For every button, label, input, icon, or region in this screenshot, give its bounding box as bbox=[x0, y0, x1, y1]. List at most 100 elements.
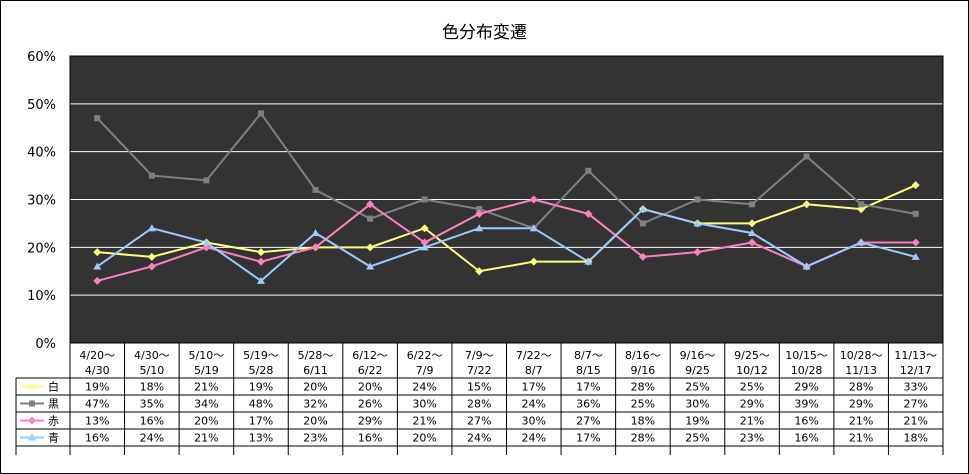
data-label: 30% bbox=[412, 398, 436, 411]
data-point bbox=[912, 210, 919, 217]
data-label: 17% bbox=[576, 432, 600, 445]
data-point bbox=[420, 238, 429, 247]
data-label: 25% bbox=[740, 381, 764, 394]
data-label: 19% bbox=[249, 381, 273, 394]
data-point bbox=[476, 206, 483, 213]
x-tick-label: 5/10～ bbox=[189, 349, 225, 362]
data-label: 21% bbox=[740, 415, 764, 428]
x-tick-label: 9/16～ bbox=[680, 349, 716, 362]
data-point bbox=[312, 186, 319, 193]
data-label: 21% bbox=[412, 415, 436, 428]
data-point bbox=[148, 172, 155, 179]
data-point bbox=[748, 228, 757, 236]
data-label: 18% bbox=[631, 415, 655, 428]
x-tick-label: 6/22～ bbox=[407, 349, 443, 362]
legend-label: 白 bbox=[48, 380, 59, 394]
data-point bbox=[639, 220, 646, 227]
data-label: 13% bbox=[85, 415, 109, 428]
data-label: 26% bbox=[358, 398, 382, 411]
data-point bbox=[749, 201, 756, 208]
data-point bbox=[529, 195, 538, 204]
data-label: 24% bbox=[412, 381, 436, 394]
data-label: 28% bbox=[467, 398, 491, 411]
data-label: 25% bbox=[631, 398, 655, 411]
data-label: 47% bbox=[85, 398, 109, 411]
x-tick-label: 10/15～ bbox=[785, 349, 828, 362]
y-tick-label: 50% bbox=[27, 98, 56, 113]
data-label: 24% bbox=[522, 432, 546, 445]
data-point bbox=[202, 238, 211, 246]
x-tick-label: 10/28～ bbox=[840, 349, 883, 362]
data-label: 34% bbox=[194, 398, 218, 411]
data-point bbox=[638, 252, 647, 261]
data-point bbox=[529, 224, 538, 232]
data-label: 30% bbox=[685, 398, 709, 411]
data-label: 23% bbox=[303, 432, 327, 445]
data-label: 35% bbox=[140, 398, 164, 411]
data-label: 23% bbox=[740, 432, 764, 445]
data-point bbox=[93, 276, 102, 285]
x-tick-label: 4/30～ bbox=[134, 349, 170, 362]
data-label: 20% bbox=[194, 415, 218, 428]
data-point bbox=[311, 243, 320, 252]
x-tick-label: 5/19～ bbox=[243, 349, 279, 362]
data-label: 25% bbox=[685, 432, 709, 445]
series-line-0 bbox=[97, 184, 917, 273]
data-label: 18% bbox=[903, 432, 927, 445]
data-label: 18% bbox=[140, 381, 164, 394]
series-line-3 bbox=[96, 207, 916, 283]
data-point bbox=[256, 257, 265, 266]
x-tick-label: 12/17 bbox=[900, 364, 932, 377]
x-tick-label: 5/19 bbox=[194, 364, 219, 377]
data-point bbox=[475, 209, 484, 218]
data-label: 13% bbox=[249, 432, 273, 445]
data-point bbox=[94, 115, 101, 122]
data-point bbox=[911, 181, 920, 190]
data-label: 48% bbox=[249, 398, 273, 411]
x-tick-label: 10/12 bbox=[736, 364, 768, 377]
x-tick-label: 9/25～ bbox=[734, 349, 770, 362]
y-tick-label: 10% bbox=[27, 289, 56, 304]
legend-key-marker bbox=[29, 400, 35, 407]
data-label: 28% bbox=[631, 381, 655, 394]
data-label: 21% bbox=[194, 432, 218, 445]
x-tick-label: 8/15 bbox=[576, 364, 601, 377]
data-label: 16% bbox=[358, 432, 382, 445]
data-point bbox=[584, 257, 593, 265]
series-line-1 bbox=[96, 111, 916, 230]
x-tick-label: 6/22 bbox=[358, 364, 383, 377]
data-label: 32% bbox=[303, 398, 327, 411]
data-point bbox=[420, 243, 429, 251]
data-label: 21% bbox=[903, 415, 927, 428]
legend-key-marker bbox=[28, 382, 36, 391]
data-label: 21% bbox=[194, 381, 218, 394]
data-point bbox=[857, 238, 866, 246]
data-label: 33% bbox=[903, 381, 927, 394]
data-point bbox=[858, 201, 865, 208]
x-tick-label: 5/10 bbox=[139, 364, 164, 377]
data-label: 20% bbox=[303, 381, 327, 394]
x-tick-label: 6/12～ bbox=[352, 349, 388, 362]
x-tick-label: 7/22～ bbox=[516, 349, 552, 362]
data-point bbox=[638, 205, 647, 213]
legend-label: 黒 bbox=[48, 398, 59, 411]
data-point bbox=[748, 238, 757, 247]
data-label: 24% bbox=[467, 432, 491, 445]
data-label: 29% bbox=[358, 415, 382, 428]
data-point bbox=[147, 224, 156, 232]
x-tick-label: 10/28 bbox=[791, 364, 823, 377]
data-label: 29% bbox=[794, 381, 818, 394]
data-point bbox=[802, 262, 811, 270]
data-label: 16% bbox=[794, 432, 818, 445]
data-label: 36% bbox=[576, 398, 600, 411]
data-point bbox=[366, 243, 375, 252]
x-tick-label: 5/28 bbox=[249, 364, 274, 377]
data-label: 19% bbox=[685, 415, 709, 428]
data-point bbox=[585, 167, 592, 174]
data-label: 25% bbox=[685, 381, 709, 394]
x-tick-label: 8/16～ bbox=[625, 349, 661, 362]
data-point bbox=[203, 177, 210, 184]
data-label: 28% bbox=[849, 381, 873, 394]
legend-label: 青 bbox=[48, 432, 59, 445]
